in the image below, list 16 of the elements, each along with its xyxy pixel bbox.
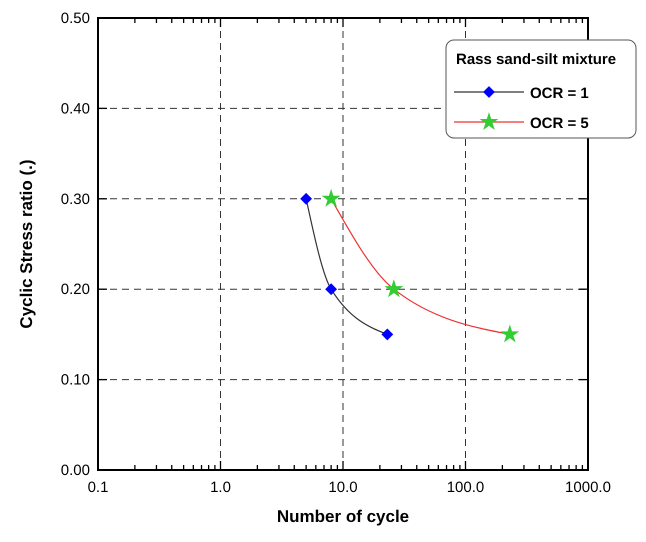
legend-label: OCR = 1 bbox=[530, 85, 589, 102]
legend-label: OCR = 5 bbox=[530, 115, 589, 132]
y-tick-label: 0.10 bbox=[60, 372, 90, 389]
y-tick-label: 0.40 bbox=[60, 100, 90, 118]
x-tick-label: 10.0 bbox=[328, 479, 358, 496]
x-tick-label: 100.0 bbox=[446, 479, 484, 496]
y-tick-label: 0.50 bbox=[60, 10, 90, 27]
y-tick-label: 0.30 bbox=[60, 190, 90, 208]
y-tick-label: 0.20 bbox=[60, 281, 90, 298]
x-axis-title: Number of cycle bbox=[276, 507, 410, 526]
x-tick-label: 0.1 bbox=[88, 479, 108, 496]
y-tick-label: 0.00 bbox=[60, 462, 90, 479]
x-tick-label: 1000.0 bbox=[565, 479, 611, 496]
y-axis-title: Cyclic Stress ratio (.) bbox=[17, 159, 36, 329]
legend-title: Rass sand-silt mixture bbox=[456, 51, 616, 68]
x-tick-label: 1.0 bbox=[210, 479, 231, 496]
